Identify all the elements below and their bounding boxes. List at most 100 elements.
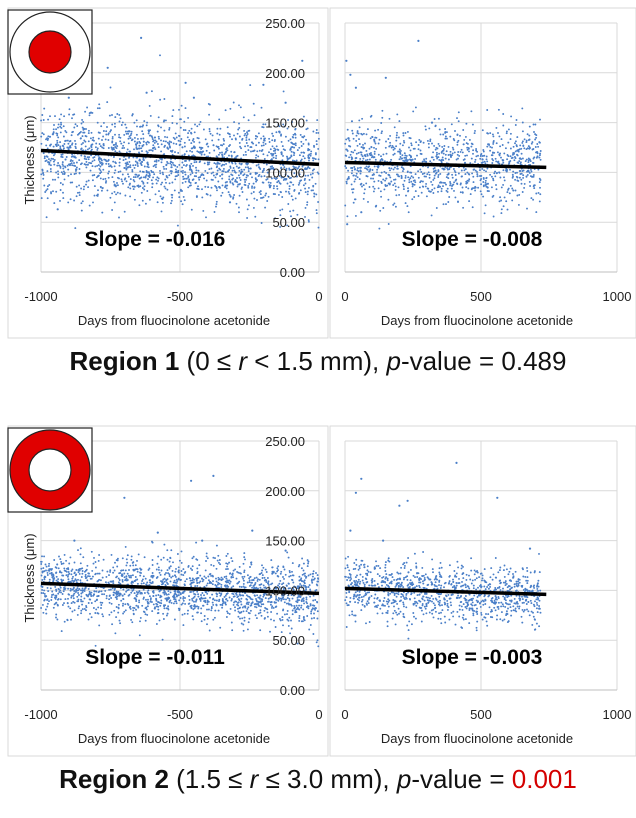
data-point [446,190,448,192]
data-point [62,154,64,156]
data-point [183,600,185,602]
data-point [466,147,468,149]
data-point [346,182,348,184]
data-point [47,139,49,141]
data-point [127,148,129,150]
data-point [296,159,298,161]
data-point [209,630,211,632]
data-point [245,176,247,178]
data-point [241,139,243,141]
region-1-ytick-label: 250.00 [265,16,305,31]
data-point-outlier [349,74,351,76]
data-point [209,573,211,575]
data-point [197,185,199,187]
data-point [245,151,247,153]
data-point [146,166,148,168]
data-point [147,591,149,593]
data-point [82,588,84,590]
data-point [287,203,289,205]
data-point [425,183,427,185]
region-1-ytick-label: 100.00 [265,165,305,180]
data-point [425,176,427,178]
data-point [506,171,508,173]
data-point [72,576,74,578]
data-point [392,618,394,620]
data-point [236,203,238,205]
data-point [244,617,246,619]
data-point [102,136,104,138]
data-point [443,145,445,147]
data-point [207,164,209,166]
data-point [249,585,251,587]
data-point [216,201,218,203]
data-point [118,134,120,136]
data-point [41,592,43,594]
data-point [219,583,221,585]
data-point [89,114,91,116]
data-point [540,612,542,614]
data-point [155,603,157,605]
data-point [219,627,221,629]
data-point [141,130,143,132]
data-point [125,169,127,171]
data-point [351,130,353,132]
data-point [191,172,193,174]
data-point [197,593,199,595]
data-point [49,145,51,147]
data-point [219,152,221,154]
data-point [483,151,485,153]
data-point [193,147,195,149]
data-point [376,171,378,173]
data-point [212,619,214,621]
data-point [206,623,208,625]
data-point [88,158,90,160]
data-point [44,578,46,580]
data-point [214,211,216,213]
data-point [233,167,235,169]
data-point [85,606,87,608]
data-point [219,134,221,136]
data-point [219,592,221,594]
data-point [351,172,353,174]
data-point [381,172,383,174]
data-point [86,107,88,109]
data-point [517,154,519,156]
data-point [507,209,509,211]
data-point [303,600,305,602]
data-point [305,183,307,185]
data-point [191,607,193,609]
data-point [365,150,367,152]
data-point [434,118,436,120]
data-point [97,612,99,614]
data-point [144,166,146,168]
data-point [103,159,105,161]
data-point [351,156,353,158]
data-point [481,193,483,195]
data-point [178,578,180,580]
data-point [48,158,50,160]
data-point [73,127,75,129]
data-point [485,177,487,179]
data-point [394,126,396,128]
data-point [63,562,65,564]
data-point [84,111,86,113]
data-point [201,173,203,175]
data-point [171,166,173,168]
data-point [257,580,259,582]
data-point [148,132,150,134]
data-point [90,144,92,146]
data-point [109,571,111,573]
data-point [379,210,381,212]
data-point [118,136,120,138]
data-point [315,572,317,574]
data-point [151,541,153,543]
data-point [401,154,403,156]
data-point [168,567,170,569]
data-point [246,174,248,176]
data-point [260,138,262,140]
data-point [99,143,101,145]
data-point [57,144,59,146]
data-point [131,131,133,133]
data-point [74,140,76,142]
